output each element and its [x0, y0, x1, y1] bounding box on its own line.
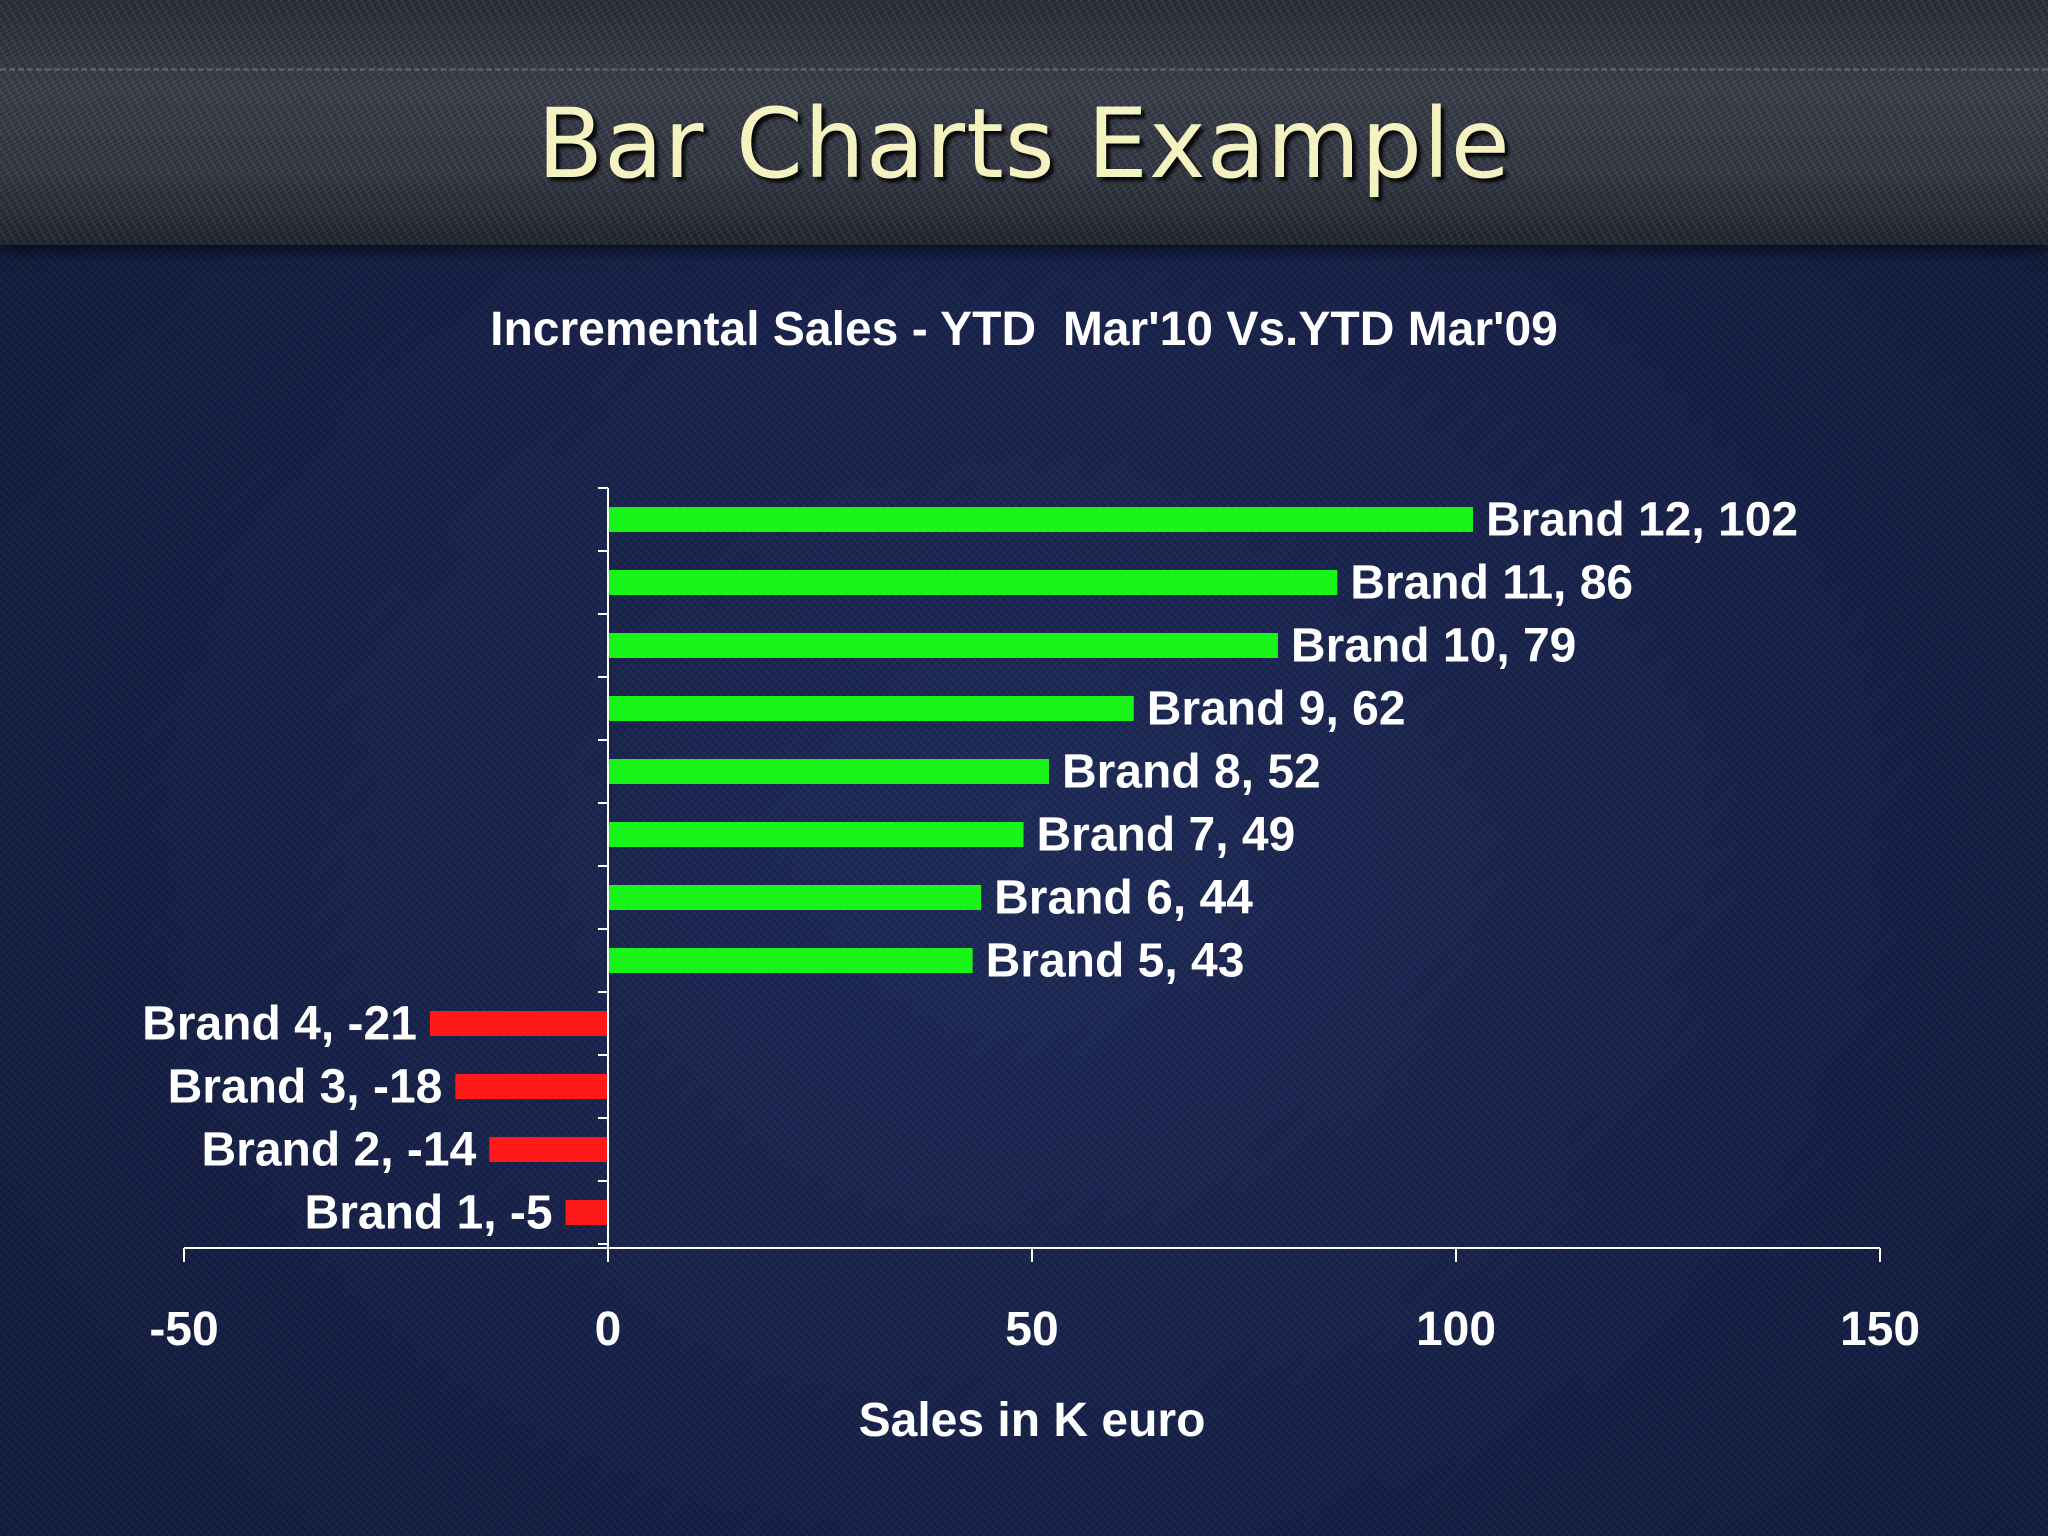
tick-labels-group: -50 0 50 100 150 — [149, 1303, 1920, 1356]
data-label-3: Brand 3, -18 — [168, 1061, 443, 1114]
x-tick-label: 0 — [595, 1303, 622, 1356]
data-label-11: Brand 11, 86 — [1350, 557, 1633, 610]
bar-2 — [489, 1137, 608, 1162]
bar-8 — [608, 759, 1049, 784]
slide-title: Bar Charts Example — [537, 88, 1511, 200]
x-tick-label: 150 — [1840, 1303, 1920, 1356]
data-label-2: Brand 2, -14 — [202, 1124, 477, 1177]
data-label-1: Brand 1, -5 — [305, 1187, 553, 1240]
bar-6 — [608, 885, 982, 910]
bar-5 — [608, 948, 973, 973]
data-labels-group: Brand 1, -5 Brand 2, -14 Brand 3, -18 Brand… — [142, 494, 1798, 1240]
data-label-8: Brand 8, 52 — [1062, 746, 1321, 799]
x-tick-label: 50 — [1005, 1303, 1058, 1356]
chart-title: Incremental Sales - YTD Mar'10 Vs.YTD Ma… — [490, 303, 1558, 356]
bar-9 — [608, 696, 1134, 721]
data-label-12: Brand 12, 102 — [1486, 494, 1798, 547]
header-band — [0, 0, 2048, 245]
bars-group — [429, 507, 1473, 1225]
data-label-4: Brand 4, -21 — [142, 998, 417, 1051]
data-label-7: Brand 7, 49 — [1037, 809, 1296, 862]
header-stitching — [0, 68, 2048, 71]
bar-1 — [565, 1200, 608, 1225]
data-label-6: Brand 6, 44 — [994, 872, 1253, 925]
bar-4 — [429, 1011, 608, 1036]
x-tick-label: -50 — [149, 1303, 218, 1356]
bar-10 — [608, 633, 1278, 658]
x-tick-label: 100 — [1416, 1303, 1496, 1356]
bar-11 — [608, 570, 1338, 595]
x-axis-label: Sales in K euro — [858, 1394, 1206, 1447]
bar-12 — [608, 507, 1473, 532]
data-label-10: Brand 10, 79 — [1291, 620, 1576, 673]
bar-7 — [608, 822, 1024, 847]
data-label-9: Brand 9, 62 — [1147, 683, 1406, 736]
data-label-5: Brand 5, 43 — [986, 935, 1245, 988]
axes-group — [183, 487, 1881, 1262]
bar-3 — [455, 1074, 608, 1099]
